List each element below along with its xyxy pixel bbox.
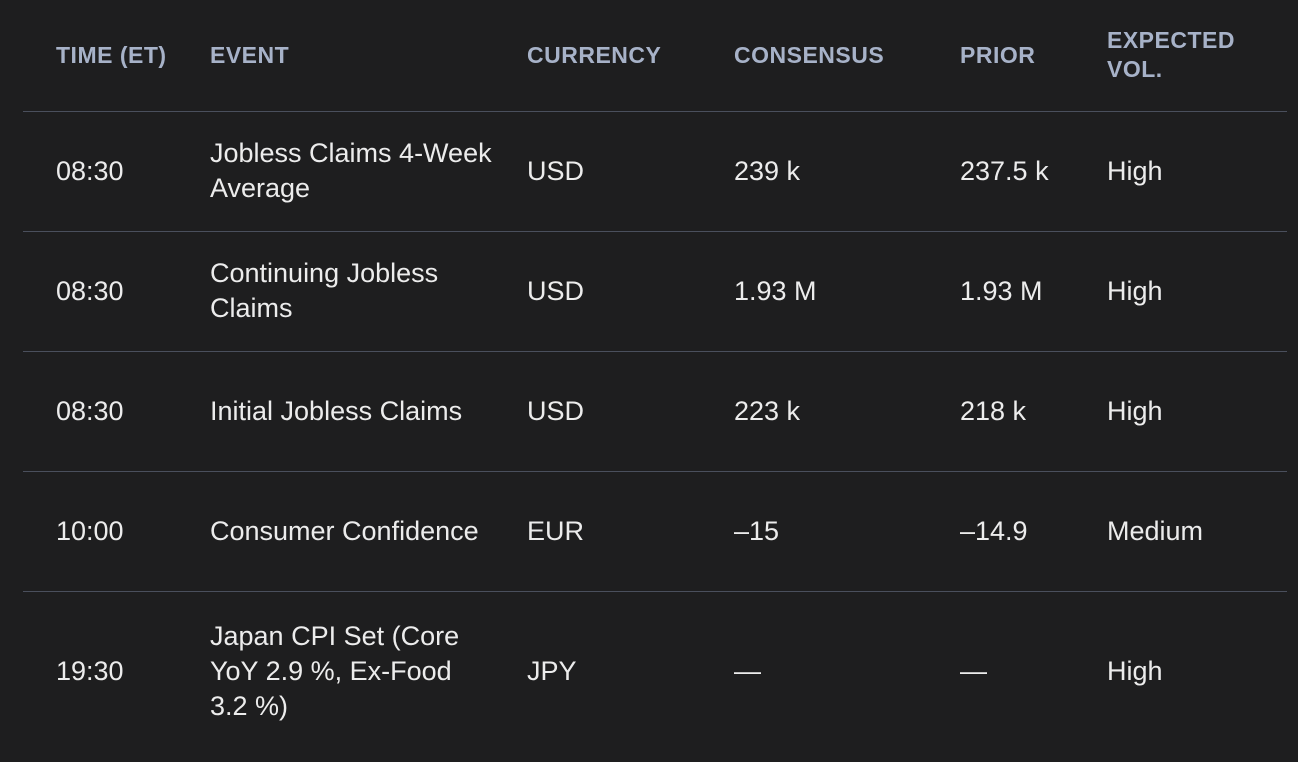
time-cell: 08:30	[23, 111, 177, 232]
time-cell: 08:30	[23, 351, 177, 472]
table-row: 08:30 Continuing Jobless Claims USD 1.93…	[23, 231, 1287, 352]
column-header-event: EVENT	[177, 0, 494, 112]
table-row: 08:30 Initial Jobless Claims USD 223 k 2…	[23, 351, 1287, 472]
consensus-cell: 1.93 M	[701, 231, 927, 352]
consensus-cell: –15	[701, 471, 927, 592]
currency-cell: USD	[494, 351, 701, 472]
table-row: 08:30 Jobless Claims 4-Week Average USD …	[23, 111, 1287, 232]
time-cell: 10:00	[23, 471, 177, 592]
table-header-row: TIME (ET) EVENT CURRENCY CONSENSUS PRIOR…	[23, 0, 1287, 112]
expected-vol-cell: High	[1107, 655, 1163, 686]
table-row: 19:30 Japan CPI Set (Core YoY 2.9 %, Ex-…	[23, 591, 1287, 751]
time-cell: 08:30	[23, 231, 177, 352]
currency-cell: USD	[494, 231, 701, 352]
prior-cell: —	[960, 655, 987, 686]
event-cell: Initial Jobless Claims	[177, 351, 494, 472]
economic-calendar-table-container: TIME (ET) EVENT CURRENCY CONSENSUS PRIOR…	[23, 0, 1287, 751]
expected-vol-cell: High	[1074, 111, 1287, 232]
currency-cell: JPY	[527, 655, 577, 686]
column-header-time: TIME (ET)	[23, 0, 177, 112]
expected-vol-cell: High	[1074, 351, 1287, 472]
prior-cell: 218 k	[927, 351, 1074, 472]
event-cell: Consumer Confidence	[177, 471, 494, 592]
currency-cell: USD	[494, 111, 701, 232]
column-header-expected-vol: EXPECTED VOL.	[1074, 0, 1287, 112]
consensus-cell: 223 k	[701, 351, 927, 472]
column-header-currency: CURRENCY	[494, 0, 701, 112]
event-cell: Japan CPI Set (Core YoY 2.9 %, Ex-Food 3…	[210, 620, 460, 721]
economic-calendar-table: TIME (ET) EVENT CURRENCY CONSENSUS PRIOR…	[23, 0, 1287, 751]
event-cell: Continuing Jobless Claims	[177, 231, 494, 352]
column-header-consensus: CONSENSUS	[701, 0, 927, 112]
column-header-prior: PRIOR	[927, 0, 1074, 112]
event-cell: Jobless Claims 4-Week Average	[177, 111, 494, 232]
consensus-cell: —	[734, 655, 761, 686]
expected-vol-cell: High	[1074, 231, 1287, 352]
time-cell: 19:30	[56, 655, 124, 686]
prior-cell: 1.93 M	[927, 231, 1074, 352]
prior-cell: –14.9	[927, 471, 1074, 592]
currency-cell: EUR	[494, 471, 701, 592]
prior-cell: 237.5 k	[927, 111, 1074, 232]
consensus-cell: 239 k	[701, 111, 927, 232]
expected-vol-cell: Medium	[1074, 471, 1287, 592]
table-row: 10:00 Consumer Confidence EUR –15 –14.9 …	[23, 471, 1287, 592]
